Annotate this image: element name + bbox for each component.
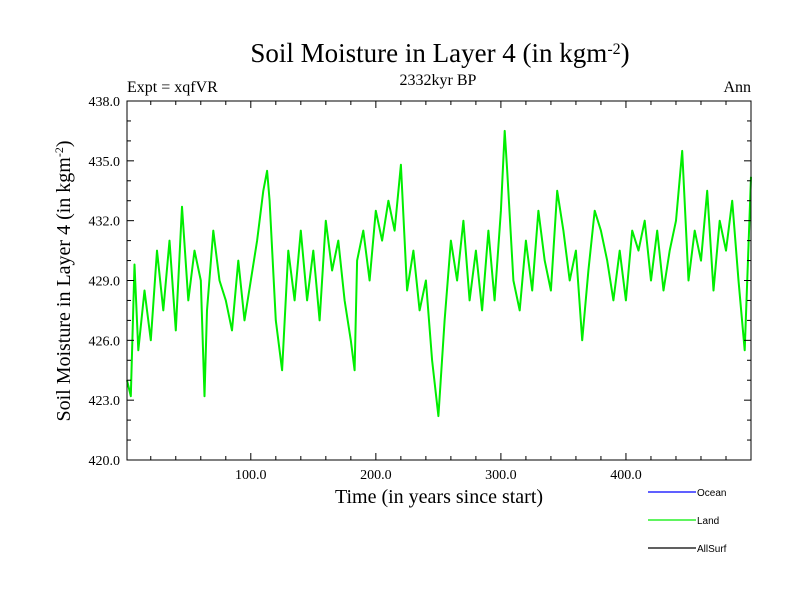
series-line-land: [126, 129, 752, 418]
x-tick-label: 100.0: [235, 468, 267, 483]
x-tick-label: 400.0: [610, 468, 642, 483]
y-axis-label-close: ): [53, 140, 75, 147]
y-tick-label: 426.0: [89, 334, 121, 349]
y-tick-label: 423.0: [89, 394, 121, 409]
chart-title: Soil Moisture in Layer 4 (in kgm-2): [250, 38, 629, 68]
chart-subtitle: 2332kyr BP: [400, 72, 477, 89]
legend-label-land: Land: [697, 516, 719, 527]
x-axis-label: Time (in years since start): [335, 486, 543, 508]
chart-title-sup: -2: [607, 41, 620, 58]
legend-label-ocean: Ocean: [697, 488, 726, 499]
y-axis-label-main: Soil Moisture in Layer 4 (in kgm: [53, 157, 75, 422]
y-tick-label: 429.0: [89, 275, 121, 290]
chart-title-close: ): [621, 38, 630, 68]
x-tick-label: 200.0: [360, 468, 392, 483]
y-axis-label-sup: -2: [52, 147, 66, 157]
legend: Ocean Land AllSurf: [648, 488, 727, 555]
ticks-layer: 420.0 423.0 426.0 429.0 432.0 435.0 438.0 100.0…: [89, 95, 751, 483]
season-label: Ann: [723, 79, 751, 96]
chart-title-main: Soil Moisture in Layer 4 (in kgm: [250, 38, 607, 68]
y-tick-label: 438.0: [89, 95, 121, 110]
y-axis-label: Soil Moisture in Layer 4 (in kgm-2): [52, 140, 75, 421]
experiment-label: Expt = xqfVR: [127, 79, 218, 96]
x-tick-label: 300.0: [485, 468, 517, 483]
y-tick-label: 420.0: [89, 454, 121, 469]
legend-label-allsurf: AllSurf: [697, 544, 727, 555]
y-tick-label: 432.0: [89, 215, 121, 230]
y-tick-label: 435.0: [89, 155, 121, 170]
series-layer: [126, 129, 752, 418]
